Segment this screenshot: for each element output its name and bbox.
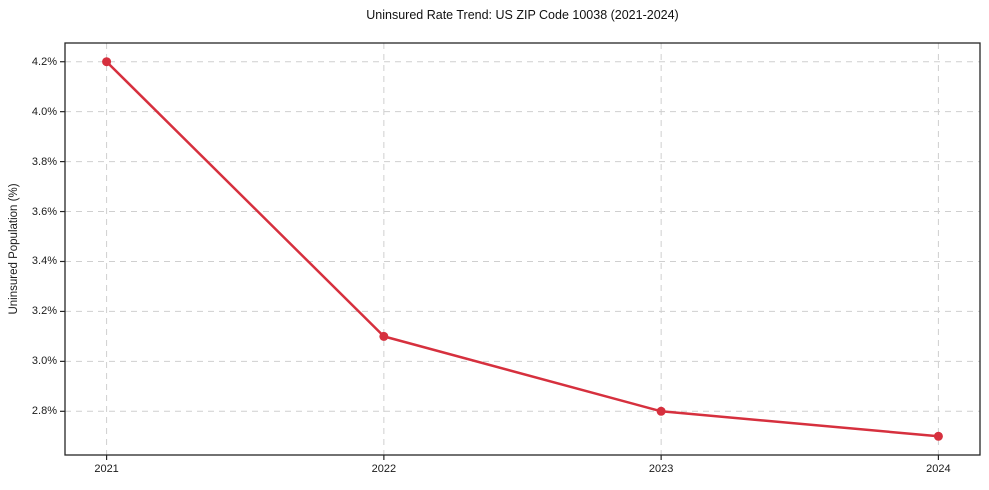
x-tick-label: 2023 bbox=[648, 463, 674, 475]
x-tick-label: 2024 bbox=[926, 463, 951, 475]
trend-line bbox=[105, 60, 940, 438]
y-tick-label: 4.2% bbox=[31, 55, 57, 68]
y-tick-label: 3.2% bbox=[31, 305, 57, 318]
data-point-marker bbox=[102, 57, 112, 67]
data-point-marker bbox=[379, 331, 389, 341]
data-point-marker bbox=[933, 431, 943, 441]
x-tick-label: 2021 bbox=[94, 463, 119, 475]
data-point-marker bbox=[656, 406, 666, 416]
plot-area bbox=[60, 42, 981, 460]
y-tick-label: 2.8% bbox=[31, 405, 57, 418]
line-chart-canvas bbox=[60, 42, 981, 460]
plot-border bbox=[64, 42, 981, 456]
y-tick-label: 3.6% bbox=[31, 205, 57, 218]
x-tick-label: 2022 bbox=[371, 463, 397, 475]
y-tick-label: 3.4% bbox=[31, 255, 57, 268]
chart-title: Uninsured Rate Trend: US ZIP Code 10038 … bbox=[366, 8, 679, 22]
y-tick-label: 3.8% bbox=[31, 155, 57, 168]
y-tick-label: 3.0% bbox=[31, 355, 57, 368]
y-tick-label: 4.0% bbox=[31, 105, 57, 118]
